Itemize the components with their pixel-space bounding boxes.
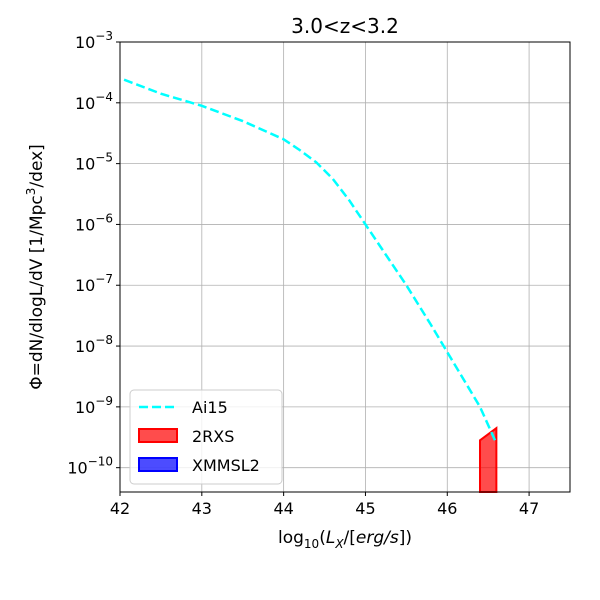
line-layer [123,78,498,444]
y-tick-label: 10−10 [67,455,113,478]
legend-label-2rxs: 2RXS [192,427,234,446]
legend-label-ai15: Ai15 [192,398,228,417]
x-tick-label: 44 [273,499,293,518]
y-tick-label: 10−8 [75,333,113,356]
y-tick-label: 10−5 [75,151,113,174]
x-tick-label: 43 [192,499,212,518]
x-tick-label: 46 [437,499,457,518]
y-axis-label: Φ=dN/dlogL/dV [1/Mpc3/dex] [24,144,47,390]
plot-frame [119,41,571,493]
legend-swatch-2rxs [138,428,178,443]
y-tick-label: 10−9 [75,394,113,417]
y-tick-label: 10−4 [75,90,113,113]
legend: Ai15 2RXS XMMSL2 [129,389,283,485]
tick-layer: 42 43 44 45 46 47 10−3 10−4 10−5 10−6 10−7 10−8 10−9… [67,29,539,518]
y-tick-label: 10−7 [75,272,113,295]
y-tick-label: 10−6 [75,211,113,234]
chart-title: 3.0<z<3.2 [291,14,399,38]
x-axis-label: log10(LX/[erg/s]) [278,528,412,551]
legend-label-xmmsl2: XMMSL2 [192,456,260,475]
x-tick-label: 42 [110,499,130,518]
y-tick-label: 10−3 [75,29,113,52]
legend-swatch-xmmsl2 [138,457,178,472]
x-tick-label: 45 [355,499,375,518]
x-tick-label: 47 [519,499,539,518]
line-ai15 [123,78,498,444]
